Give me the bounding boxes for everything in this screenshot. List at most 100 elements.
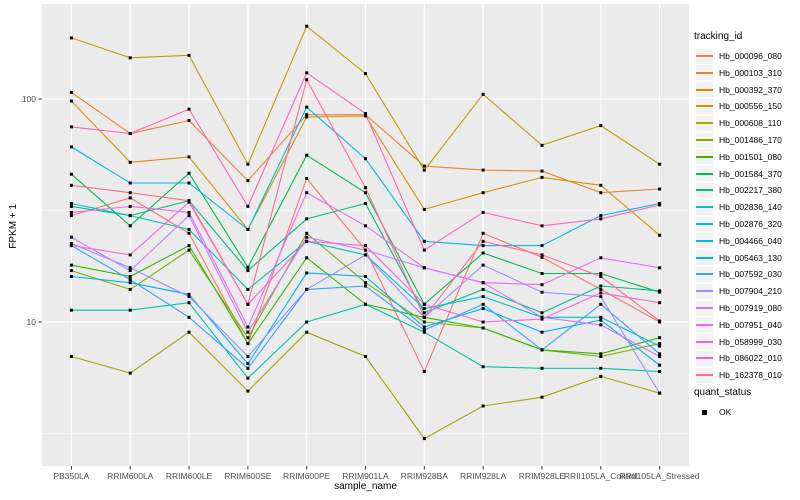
data-point bbox=[540, 311, 544, 315]
data-point bbox=[422, 239, 426, 243]
data-point bbox=[69, 242, 73, 245]
data-point bbox=[481, 251, 485, 255]
legend-key-swatch bbox=[696, 82, 713, 98]
quant-status-label: OK bbox=[719, 407, 732, 417]
data-point bbox=[599, 323, 603, 327]
data-point bbox=[481, 168, 485, 172]
quant-status-entry: OK bbox=[696, 404, 731, 420]
legend-key-swatch bbox=[696, 250, 713, 266]
legend-entry-label: Hb_162378_010 bbox=[719, 370, 782, 381]
legend-entry-Hb_058999_030: Hb_058999_030 bbox=[696, 334, 782, 350]
legend-entry-label: Hb_007919_080 bbox=[719, 303, 782, 313]
data-point bbox=[540, 395, 544, 399]
legend-entry-Hb_000608_110: Hb_000608_110 bbox=[696, 115, 781, 131]
x-tick-label: RRIM928BA bbox=[401, 471, 449, 481]
legend-line-icon bbox=[696, 172, 713, 175]
data-point bbox=[305, 105, 309, 109]
data-point bbox=[658, 352, 662, 356]
data-point bbox=[246, 162, 250, 166]
data-point bbox=[481, 244, 485, 248]
data-point bbox=[187, 228, 191, 231]
data-point bbox=[69, 145, 73, 149]
legend-entry-Hb_162378_010: Hb_162378_010 bbox=[696, 367, 782, 383]
data-point bbox=[364, 284, 367, 288]
legend-entry-Hb_001486_170: Hb_001486_170 bbox=[696, 132, 782, 148]
legend-entry-Hb_000556_150: Hb_000556_150 bbox=[696, 98, 782, 114]
data-point bbox=[481, 231, 485, 235]
data-point bbox=[187, 171, 191, 175]
legend-line-icon bbox=[696, 105, 713, 108]
data-point bbox=[540, 224, 544, 228]
data-point bbox=[658, 233, 662, 237]
data-point bbox=[69, 204, 73, 208]
legend-line-icon bbox=[696, 189, 713, 192]
legend-entry-label: Hb_086022_010 bbox=[719, 353, 782, 364]
data-point bbox=[187, 244, 191, 248]
data-point bbox=[128, 253, 132, 257]
data-point bbox=[422, 266, 426, 270]
x-tick-label: RRIM600LE bbox=[166, 471, 213, 481]
legend-entry-Hb_004466_040: Hb_004466_040 bbox=[696, 233, 782, 249]
legend-line-icon bbox=[696, 206, 713, 209]
legend-key-swatch bbox=[696, 115, 713, 131]
data-point bbox=[422, 207, 426, 211]
data-point bbox=[658, 301, 662, 305]
data-point bbox=[305, 256, 309, 260]
data-point bbox=[246, 204, 250, 208]
data-point bbox=[599, 183, 603, 187]
data-point bbox=[187, 214, 191, 218]
legend-title-tracking-id: tracking_id bbox=[694, 31, 743, 42]
x-tick-label: RRIM600SE bbox=[224, 471, 272, 481]
data-point bbox=[422, 248, 426, 252]
data-point bbox=[481, 326, 485, 330]
data-point bbox=[422, 325, 426, 329]
data-point bbox=[599, 315, 603, 319]
data-point bbox=[128, 191, 132, 195]
legend-line-icon bbox=[696, 88, 713, 91]
data-point bbox=[187, 231, 191, 235]
y-tick-label: 10 bbox=[27, 317, 37, 327]
data-point bbox=[128, 204, 132, 208]
data-point bbox=[481, 287, 485, 291]
legend-entry-Hb_086022_010: Hb_086022_010 bbox=[696, 350, 782, 366]
data-point bbox=[540, 348, 544, 352]
data-point bbox=[69, 214, 73, 218]
data-point bbox=[481, 295, 485, 299]
legend-line-icon bbox=[696, 323, 713, 326]
x-tick-label: RRIM600LA bbox=[107, 471, 154, 481]
data-point bbox=[128, 266, 132, 270]
data-point bbox=[481, 92, 485, 96]
data-point bbox=[305, 113, 309, 117]
data-point bbox=[599, 291, 603, 295]
data-point bbox=[540, 244, 544, 248]
data-point bbox=[599, 191, 603, 195]
legend-entry-label: Hb_058999_030 bbox=[719, 336, 782, 347]
data-point bbox=[599, 124, 603, 128]
data-point bbox=[658, 187, 662, 191]
data-point bbox=[305, 231, 309, 235]
data-point bbox=[128, 56, 132, 60]
data-point bbox=[481, 365, 485, 369]
legend-key-swatch bbox=[696, 233, 713, 249]
data-point bbox=[364, 114, 367, 118]
legend-key-swatch bbox=[696, 199, 713, 215]
data-point bbox=[305, 71, 309, 75]
data-point bbox=[69, 263, 73, 267]
data-point bbox=[481, 307, 485, 310]
data-point bbox=[481, 320, 485, 324]
data-point bbox=[540, 317, 544, 321]
data-point bbox=[658, 344, 662, 348]
black-square-point-icon bbox=[696, 405, 713, 420]
data-point bbox=[187, 199, 191, 203]
data-point bbox=[540, 143, 544, 147]
data-point bbox=[658, 363, 662, 367]
data-point bbox=[422, 168, 426, 172]
data-point bbox=[128, 196, 132, 200]
data-point bbox=[364, 202, 367, 205]
legend-key-swatch bbox=[696, 149, 713, 165]
legend-key-swatch bbox=[696, 367, 713, 383]
data-point bbox=[69, 269, 73, 273]
data-point bbox=[246, 330, 250, 334]
legend-entry-label: Hb_000103_310 bbox=[719, 67, 782, 78]
